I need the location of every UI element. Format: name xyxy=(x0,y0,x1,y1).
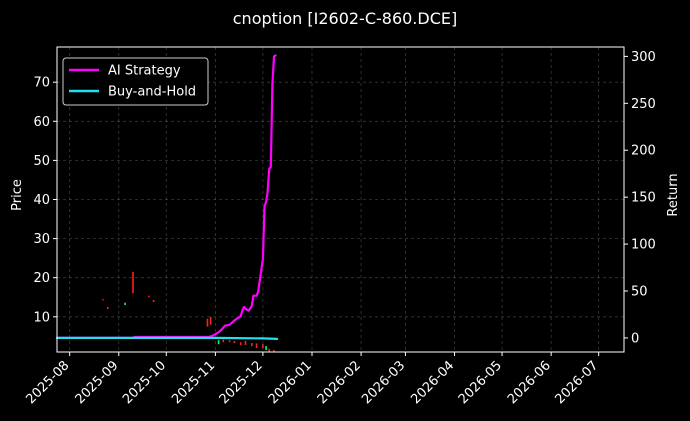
candle xyxy=(106,307,109,309)
y-left-tick-label: 50 xyxy=(33,154,50,169)
candle xyxy=(233,341,236,344)
candle xyxy=(222,339,225,343)
candle xyxy=(244,341,247,345)
y-left-tick-label: 30 xyxy=(33,232,50,247)
candle xyxy=(152,299,155,302)
y-left-tick-label: 10 xyxy=(33,310,50,325)
candle xyxy=(102,299,104,301)
y-right-tick-label: 250 xyxy=(631,97,656,112)
y-right-tick-label: 100 xyxy=(631,238,656,253)
candle xyxy=(228,340,231,343)
series-line-buy-and-hold xyxy=(55,336,279,340)
legend: AI Strategy Buy-and-Hold xyxy=(62,57,209,106)
y-right-tick-label: 300 xyxy=(631,50,656,65)
candle xyxy=(132,271,134,294)
y-right-tick-label: 200 xyxy=(631,144,656,159)
y-right-tick-label: 50 xyxy=(631,285,648,300)
candle xyxy=(251,343,253,347)
candle xyxy=(209,316,212,325)
y-right-tick-label: 0 xyxy=(631,331,639,346)
chart-title: cnoption [I2602-C-860.DCE] xyxy=(233,9,457,28)
series-line-ai-strategy xyxy=(55,54,277,339)
candle xyxy=(265,346,267,351)
y-left-tick-label: 70 xyxy=(33,76,50,91)
series-lines xyxy=(55,54,279,340)
candle xyxy=(239,342,242,345)
candle xyxy=(206,318,209,327)
candle xyxy=(262,344,264,349)
candles xyxy=(102,271,275,353)
candle xyxy=(148,295,150,298)
y-axis-right-label: Return xyxy=(666,173,681,216)
candle xyxy=(217,340,220,345)
legend-box xyxy=(62,57,209,106)
y-left-tick-label: 40 xyxy=(33,193,50,208)
candle xyxy=(268,348,271,352)
y-left-tick-label: 60 xyxy=(33,115,50,130)
y-left-tick-label: 20 xyxy=(33,271,50,286)
candle xyxy=(124,302,126,306)
candle xyxy=(273,350,275,353)
legend-label: Buy-and-Hold xyxy=(108,85,196,100)
y-axis-left-label: Price xyxy=(10,179,25,211)
y-right-tick-label: 150 xyxy=(631,191,656,206)
legend-label: AI Strategy xyxy=(108,64,181,79)
candle xyxy=(255,343,258,349)
